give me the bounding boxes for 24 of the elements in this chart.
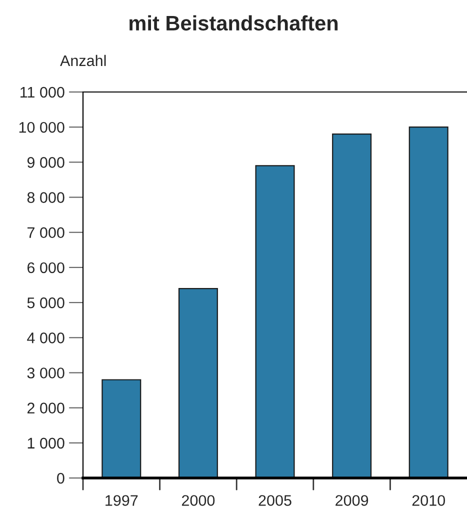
y-tick-label: 1 000 [28,438,64,449]
x-tick-label: 2000 [182,495,215,506]
bar [408,126,448,478]
x-tick-label: 1997 [106,495,138,506]
y-tick-label: 5 000 [27,297,64,308]
y-tick-label: 7 000 [28,227,64,238]
bar [332,134,372,478]
y-tick-label: 3 000 [27,368,64,378]
chart-title: mit Beistandschaften [130,15,338,31]
bar [102,379,142,478]
y-tick-label: 4 000 [27,332,64,344]
x-tick-label: 2005 [258,495,292,506]
y-tick-label: 11 000 [20,86,64,98]
y-axis-title: Anzahl [60,54,106,66]
y-tick-label: 0 [57,472,64,484]
x-tick-label: 2010 [412,495,445,506]
bar [255,165,295,478]
bar [178,288,218,478]
x-tick-label: 2009 [336,495,368,506]
y-tick-label: 6 000 [27,262,64,274]
y-tick-label: 9 000 [27,157,64,168]
y-tick-label: 8 000 [27,192,64,203]
y-tick-label: 10 000 [19,122,64,133]
y-tick-label: 2 000 [27,402,64,414]
